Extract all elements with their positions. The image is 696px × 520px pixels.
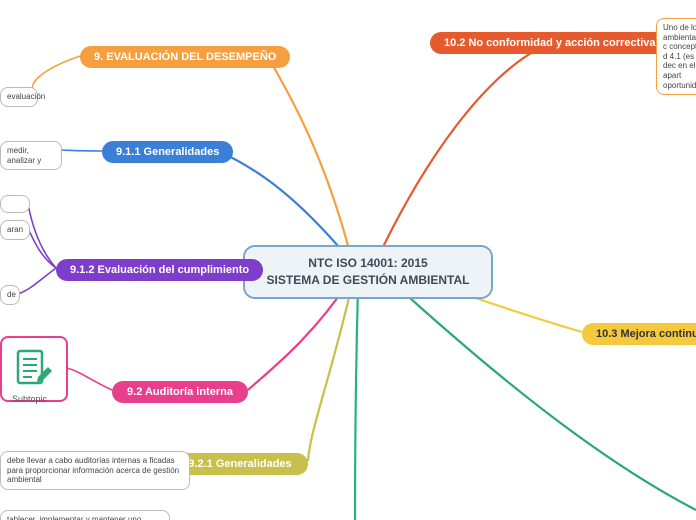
topic-n92[interactable]: 9.2 Auditoría interna [112,381,248,403]
note-note7: tablecer, implementar y mantener uno [0,510,170,520]
note-note8: Uno de los ambiental c concepto d 4.1 (e… [656,18,696,95]
note-note4: aran [0,220,30,240]
subtopic-caption: Subtopic [12,394,47,404]
document-edit-icon [12,347,56,391]
topic-n102[interactable]: 10.2 No conformidad y acción correctiva [430,32,670,54]
note-note1: evaluación [0,87,38,107]
note-note5: de [0,285,20,305]
topic-n921[interactable]: 9.2.1 Generalidades [172,453,308,475]
center-node[interactable]: NTC ISO 14001: 2015 SISTEMA DE GESTIÓN A… [243,245,493,299]
topic-n911[interactable]: 9.1.1 Generalidades [102,141,233,163]
topic-n103[interactable]: 10.3 Mejora continua [582,323,696,345]
center-line2: SISTEMA DE GESTIÓN AMBIENTAL [261,272,475,289]
center-line1: NTC ISO 14001: 2015 [261,255,475,272]
note-note2: medir, analizar y [0,141,62,170]
topic-n912[interactable]: 9.1.2 Evaluación del cumplimiento [56,259,263,281]
topic-n9[interactable]: 9. EVALUACIÓN DEL DESEMPEÑO [80,46,290,68]
note-note6: debe llevar a cabo auditorías internas a… [0,451,190,490]
note-note3 [0,195,30,213]
subtopic-icon-box[interactable] [0,336,68,402]
